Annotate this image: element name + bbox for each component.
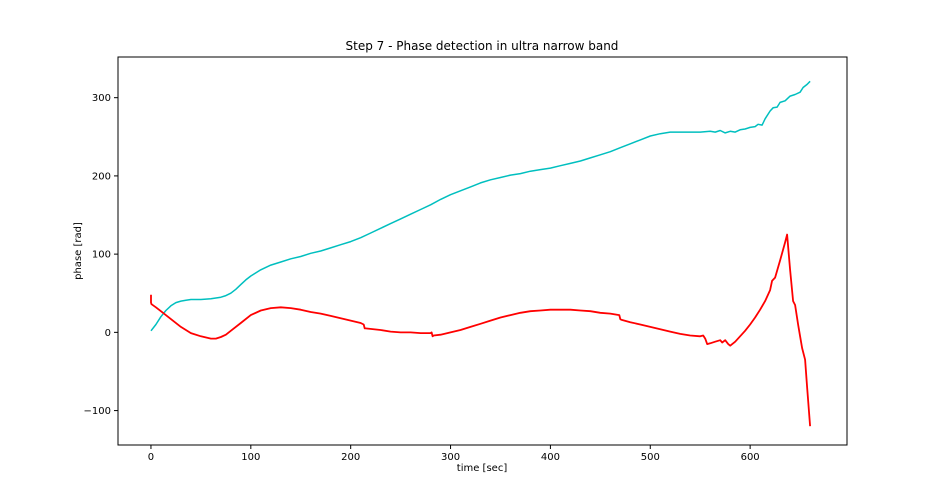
x-tick-label: 600 bbox=[741, 452, 760, 463]
series-line-1 bbox=[150, 233, 811, 427]
y-tick-label: 100 bbox=[92, 250, 111, 261]
x-tick-label: 300 bbox=[441, 452, 460, 463]
y-axis: −100 0 100 200 300 bbox=[84, 93, 118, 417]
x-axis-label: time [sec] bbox=[457, 463, 508, 474]
series-line-0 bbox=[150, 80, 811, 332]
plot-frame bbox=[117, 56, 848, 446]
x-tick-label: 400 bbox=[541, 452, 560, 463]
x-tick-label: 200 bbox=[341, 452, 360, 463]
series-layer bbox=[150, 80, 811, 427]
y-tick-label: 200 bbox=[92, 171, 111, 182]
x-tick-label: 100 bbox=[241, 452, 260, 463]
x-tick-label: 500 bbox=[641, 452, 660, 463]
x-tick-label: 0 bbox=[148, 452, 154, 463]
y-axis-label: phase [rad] bbox=[73, 222, 84, 280]
x-axis: 0 100 200 300 400 500 600 bbox=[148, 445, 760, 463]
y-tick-label: −100 bbox=[84, 406, 111, 417]
y-tick-label: 300 bbox=[92, 93, 111, 104]
chart-title: Step 7 - Phase detection in ultra narrow… bbox=[346, 39, 619, 53]
y-tick-label: 0 bbox=[105, 328, 111, 339]
